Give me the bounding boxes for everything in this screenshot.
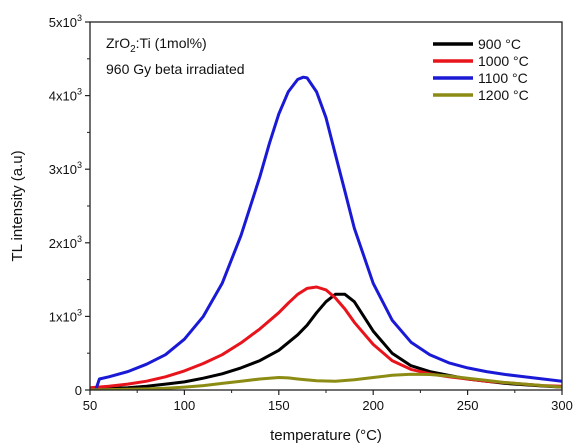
sample-annotation: ZrO2:Ti (1mol%) [106, 35, 207, 55]
y-tick-label: 3x103 [49, 160, 82, 177]
legend-label-3: 1100 °C [478, 70, 528, 86]
legend-label-4: 1200 °C [478, 87, 529, 103]
x-tick-label: 200 [362, 398, 384, 413]
y-axis-label: TL intensity (a.u) [9, 150, 26, 261]
x-tick-label: 150 [268, 398, 290, 413]
legend-label-2: 1000 °C [478, 53, 529, 69]
y-axis-ticks: 0 1x103 2x103 3x103 4x103 5x103 [49, 13, 90, 398]
x-axis-ticks: 50 100 150 200 250 300 [83, 390, 573, 413]
y-tick-label: 0 [75, 383, 82, 398]
x-axis-label: temperature (°C) [270, 427, 382, 444]
x-tick-label: 50 [83, 398, 97, 413]
dose-annotation: 960 Gy beta irradiated [106, 61, 245, 77]
y-tick-label: 1x103 [49, 307, 82, 324]
x-tick-label: 100 [174, 398, 196, 413]
x-tick-label: 250 [457, 398, 479, 413]
legend-label-1: 900 °C [478, 36, 521, 52]
y-tick-label: 2x103 [49, 234, 82, 251]
y-tick-label: 5x103 [49, 13, 82, 30]
y-tick-label: 4x103 [49, 87, 82, 104]
series-line-1 [90, 292, 562, 390]
series-line-3 [94, 75, 562, 390]
series-layer [90, 75, 562, 390]
series-line-4 [90, 372, 562, 390]
x-tick-label: 300 [551, 398, 573, 413]
